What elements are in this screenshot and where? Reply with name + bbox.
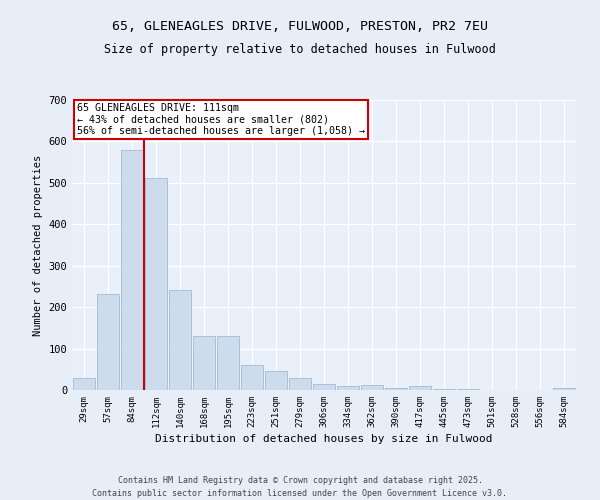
Text: Size of property relative to detached houses in Fulwood: Size of property relative to detached ho… [104, 42, 496, 56]
Bar [97, 294, 119, 390]
Bar [313, 384, 335, 390]
Bar [337, 386, 359, 390]
Bar [193, 336, 215, 390]
Bar [241, 365, 263, 390]
Bar [433, 389, 455, 390]
Bar [289, 378, 311, 390]
Bar [169, 290, 191, 390]
Y-axis label: Number of detached properties: Number of detached properties [33, 154, 43, 336]
Bar [409, 386, 431, 390]
Bar [73, 378, 95, 390]
Bar [553, 388, 575, 390]
Text: Contains HM Land Registry data © Crown copyright and database right 2025.
Contai: Contains HM Land Registry data © Crown c… [92, 476, 508, 498]
Bar [121, 150, 143, 390]
Bar [217, 336, 239, 390]
Text: 65, GLENEAGLES DRIVE, FULWOOD, PRESTON, PR2 7EU: 65, GLENEAGLES DRIVE, FULWOOD, PRESTON, … [112, 20, 488, 33]
X-axis label: Distribution of detached houses by size in Fulwood: Distribution of detached houses by size … [155, 434, 493, 444]
Bar [385, 388, 407, 390]
Bar [361, 385, 383, 390]
Bar [265, 372, 287, 390]
Text: 65 GLENEAGLES DRIVE: 111sqm
← 43% of detached houses are smaller (802)
56% of se: 65 GLENEAGLES DRIVE: 111sqm ← 43% of det… [77, 103, 365, 136]
Bar [145, 178, 167, 390]
Bar [457, 389, 479, 390]
